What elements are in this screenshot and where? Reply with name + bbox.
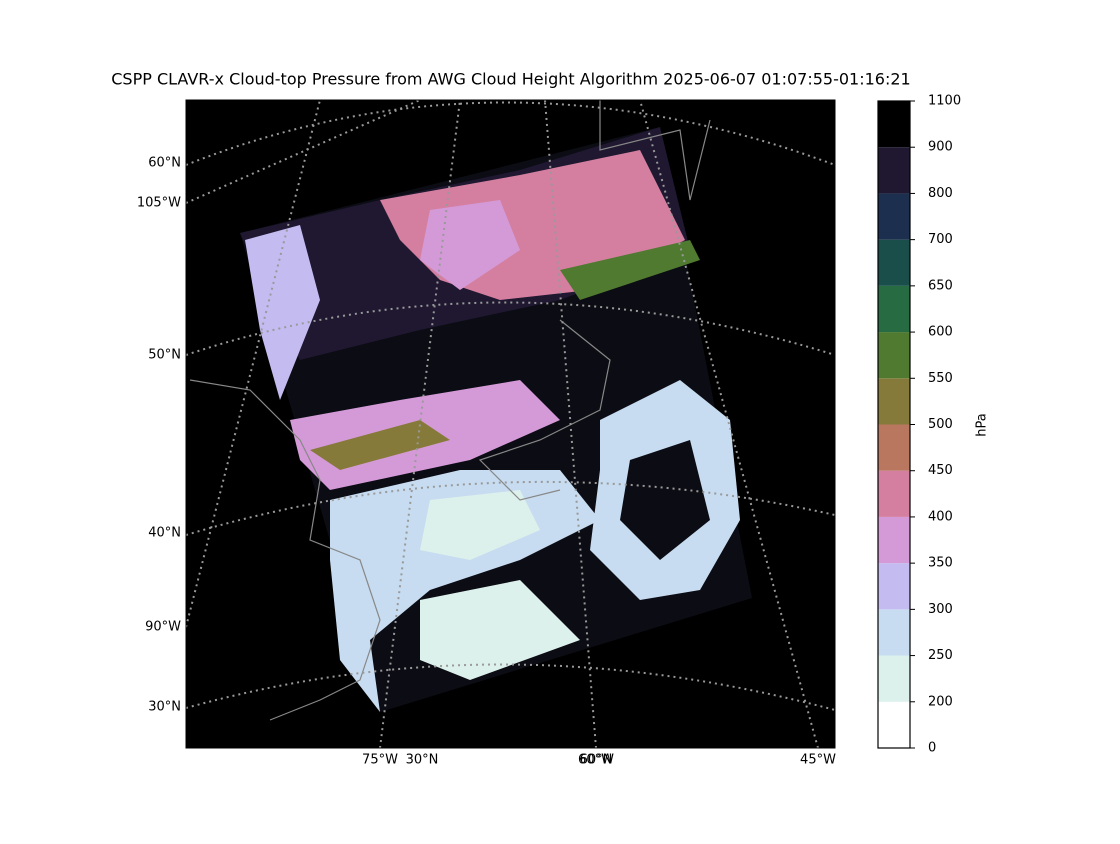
graticule [186, 301, 835, 356]
cloud-south [420, 580, 580, 680]
colorbar-tick-label: 600 [928, 325, 953, 340]
colorbar-segment [878, 701, 910, 748]
lat-lon-label: 30°N [148, 700, 181, 715]
coastline [189, 379, 381, 721]
graticule [186, 100, 421, 204]
title: CSPP CLAVR-x Cloud-top Pressure from AWG… [111, 70, 910, 89]
lat-lon-label: 90°W [145, 620, 181, 635]
colorbar-tick-label: 900 [928, 140, 953, 155]
colorbar-segment [878, 655, 910, 702]
lat-lon-label: 40°N [148, 526, 181, 541]
coastline [599, 100, 711, 201]
colorbar-tick-label: 0 [928, 741, 936, 756]
cloud-green [560, 240, 700, 300]
colorbar-segment [878, 470, 910, 517]
colorbar-tick-label: 550 [928, 371, 953, 386]
colorbar-segment [878, 609, 910, 656]
graticule [639, 100, 819, 748]
lat-lon-label: 105°W [137, 196, 181, 211]
lat-lon-label: 30°N [406, 753, 439, 768]
colorbar-segment [878, 285, 910, 333]
cloud-mint [420, 490, 540, 560]
lat-lon-label: 45°W [800, 753, 836, 768]
colorbar-tick-label: 350 [928, 556, 953, 571]
colorbar-segment [878, 101, 910, 148]
colorbar-tick-label: 200 [928, 694, 953, 709]
colorbar-segment [878, 378, 910, 425]
colorbar-segment [878, 193, 910, 240]
colorbar-tick-label: 500 [928, 417, 953, 432]
graticule [186, 663, 835, 711]
graticule [186, 101, 835, 166]
map-frame [185, 99, 836, 749]
colorbar-segment [878, 424, 910, 471]
lat-lon-label: 50°N [148, 348, 181, 363]
colorbar-segment [878, 563, 910, 610]
cloud-eye [620, 440, 710, 560]
graticule [186, 100, 321, 628]
colorbar-tick-label: 800 [928, 186, 953, 201]
colorbar-segment [878, 332, 910, 379]
coastline [478, 319, 611, 501]
graticule [544, 100, 597, 748]
colorbar-tick-label: 650 [928, 278, 953, 293]
colorbar-tick-label: 1100 [928, 94, 961, 109]
colorbar-segment [878, 239, 910, 286]
colorbar-segment [878, 147, 910, 194]
lat-lon-label: 60°N [580, 753, 613, 768]
colorbar-label: hPa [975, 413, 990, 436]
lat-lon-label: 75°W [362, 753, 398, 768]
graticule [379, 100, 461, 748]
lat-lon-label: 60°W [578, 753, 614, 768]
colorbar-tick-label: 400 [928, 509, 953, 524]
colorbar-tick-label: 450 [928, 463, 953, 478]
map [185, 99, 836, 749]
colorbar-tick-label: 250 [928, 648, 953, 663]
colorbar-tick-label: 700 [928, 232, 953, 247]
cloud-lavender [245, 225, 320, 400]
colorbar-segment [878, 516, 910, 564]
imagery [186, 100, 835, 748]
lat-lon-label: 60°N [148, 156, 181, 171]
graticule [186, 480, 835, 536]
colorbar-tick-label: 300 [928, 602, 953, 617]
cloud-olive [310, 420, 450, 470]
